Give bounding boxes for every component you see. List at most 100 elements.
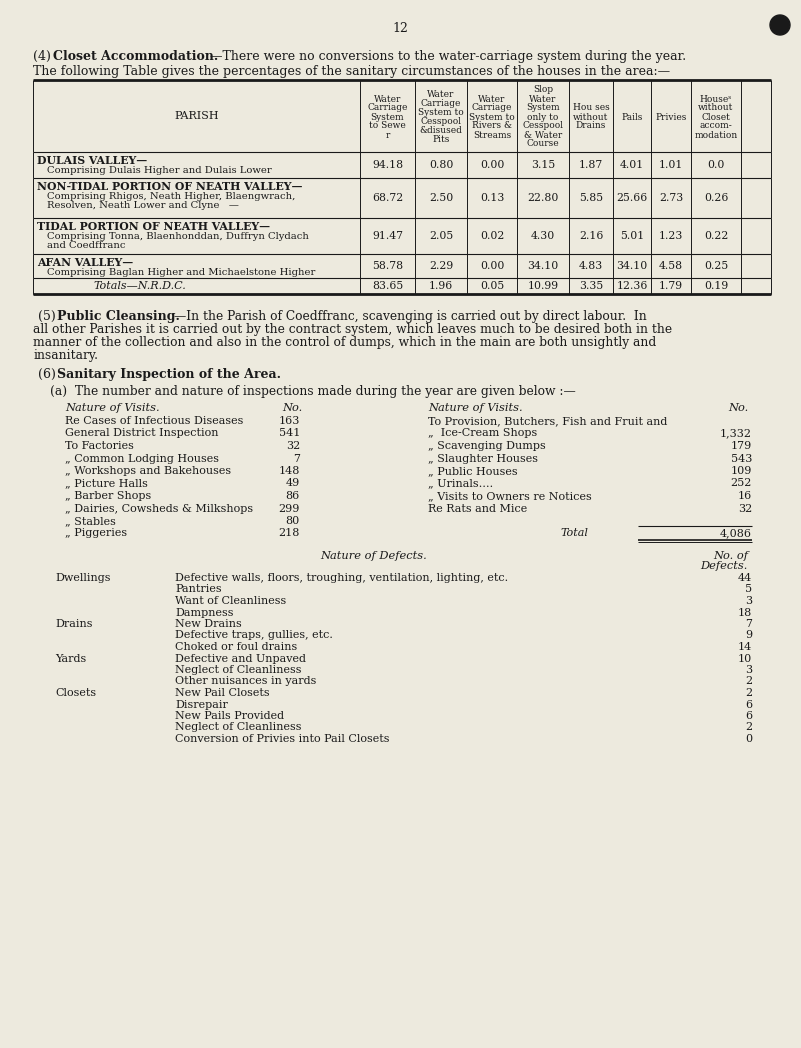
Text: 34.10: 34.10: [527, 261, 558, 271]
Text: Totals—N.R.D.C.: Totals—N.R.D.C.: [93, 281, 186, 291]
Text: 1.01: 1.01: [658, 160, 683, 170]
Text: Rivers &: Rivers &: [472, 122, 512, 131]
Text: 5: 5: [745, 585, 752, 594]
Text: DULAIS VALLEY—: DULAIS VALLEY—: [37, 155, 147, 166]
Text: 1.23: 1.23: [658, 231, 683, 241]
Text: „  Ice-Cream Shops: „ Ice-Cream Shops: [428, 429, 537, 438]
Text: 0: 0: [745, 734, 752, 744]
Text: —In the Parish of Coedffranc, scavenging is carried out by direct labour.  In: —In the Parish of Coedffranc, scavenging…: [174, 310, 646, 323]
Text: Comprising Tonna, Blaenhonddan, Duffryn Clydach: Comprising Tonna, Blaenhonddan, Duffryn …: [47, 232, 309, 241]
Text: 3: 3: [745, 665, 752, 675]
Text: 4.83: 4.83: [579, 261, 603, 271]
Text: 7: 7: [293, 454, 300, 463]
Text: Closet: Closet: [702, 112, 731, 122]
Text: Closets: Closets: [55, 687, 96, 698]
Circle shape: [770, 15, 790, 35]
Text: The following Table gives the percentages of the sanitary circumstances of the h: The following Table gives the percentage…: [33, 65, 670, 78]
Text: Other nuisances in yards: Other nuisances in yards: [175, 677, 316, 686]
Text: 0.00: 0.00: [480, 261, 504, 271]
Text: 80: 80: [286, 516, 300, 526]
Text: „ Barber Shops: „ Barber Shops: [65, 492, 151, 501]
Text: Streams: Streams: [473, 131, 511, 139]
Text: 6: 6: [745, 711, 752, 721]
Text: Comprising Dulais Higher and Dulais Lower: Comprising Dulais Higher and Dulais Lowe…: [47, 166, 272, 175]
Text: Drains: Drains: [55, 619, 92, 629]
Text: 0.26: 0.26: [704, 193, 728, 203]
Text: 0.00: 0.00: [480, 160, 504, 170]
Text: &disused: &disused: [420, 126, 462, 135]
Text: 86: 86: [286, 492, 300, 501]
Text: Yards: Yards: [55, 654, 87, 663]
Text: (5): (5): [38, 310, 60, 323]
Text: No.: No.: [282, 403, 302, 413]
Text: Nature of Visits.: Nature of Visits.: [65, 403, 159, 413]
Text: „ Picture Halls: „ Picture Halls: [65, 479, 148, 488]
Text: To Factories: To Factories: [65, 441, 134, 451]
Text: „ Piggeries: „ Piggeries: [65, 528, 127, 539]
Text: System: System: [526, 104, 560, 112]
Text: „ Slaughter Houses: „ Slaughter Houses: [428, 454, 538, 463]
Text: 0.25: 0.25: [704, 261, 728, 271]
Text: 2: 2: [745, 687, 752, 698]
Text: 0.22: 0.22: [704, 231, 728, 241]
Text: „ Stables: „ Stables: [65, 516, 116, 526]
Text: insanitary.: insanitary.: [33, 349, 98, 362]
Text: Defective and Unpaved: Defective and Unpaved: [175, 654, 306, 663]
Text: „ Scavenging Dumps: „ Scavenging Dumps: [428, 441, 545, 451]
Text: „ Urinals….: „ Urinals….: [428, 479, 493, 488]
Text: Water: Water: [374, 94, 401, 104]
Text: Carriage: Carriage: [472, 104, 512, 112]
Text: 4.30: 4.30: [531, 231, 555, 241]
Text: 218: 218: [279, 528, 300, 539]
Text: New Pails Provided: New Pails Provided: [175, 711, 284, 721]
Text: NON-TIDAL PORTION OF NEATH VALLEY—: NON-TIDAL PORTION OF NEATH VALLEY—: [37, 181, 303, 192]
Text: 1.96: 1.96: [429, 281, 453, 291]
Text: (a)  The number and nature of inspections made during the year are given below :: (a) The number and nature of inspections…: [50, 385, 576, 398]
Text: without: without: [574, 112, 609, 122]
Text: Disrepair: Disrepair: [175, 699, 227, 709]
Text: only to: only to: [527, 112, 558, 122]
Text: Privies: Privies: [655, 112, 686, 122]
Text: New Drains: New Drains: [175, 619, 242, 629]
Text: Water: Water: [478, 94, 505, 104]
Text: No.: No.: [728, 403, 748, 413]
Text: 14: 14: [738, 642, 752, 652]
Text: 0.80: 0.80: [429, 160, 453, 170]
Text: To Provision, Butchers, Fish and Fruit and: To Provision, Butchers, Fish and Fruit a…: [428, 416, 667, 425]
Text: Water: Water: [529, 94, 557, 104]
Text: 3: 3: [745, 596, 752, 606]
Text: 2: 2: [745, 722, 752, 733]
Text: Re Cases of Infectious Diseases: Re Cases of Infectious Diseases: [65, 416, 244, 425]
Text: (6): (6): [38, 368, 60, 381]
Text: Neglect of Cleanliness: Neglect of Cleanliness: [175, 722, 301, 733]
Text: —There were no conversions to the water-carriage system during the year.: —There were no conversions to the water-…: [210, 50, 686, 63]
Text: Public Cleansing.: Public Cleansing.: [57, 310, 180, 323]
Text: 2: 2: [745, 677, 752, 686]
Text: Neglect of Cleanliness: Neglect of Cleanliness: [175, 665, 301, 675]
Text: New Pail Closets: New Pail Closets: [175, 687, 270, 698]
Text: Nature of Defects.: Nature of Defects.: [320, 551, 427, 561]
Text: without: without: [698, 104, 734, 112]
Text: 3.35: 3.35: [579, 281, 603, 291]
Text: TIDAL PORTION OF NEATH VALLEY—: TIDAL PORTION OF NEATH VALLEY—: [37, 221, 270, 232]
Text: 34.10: 34.10: [617, 261, 648, 271]
Text: PARISH: PARISH: [174, 111, 219, 121]
Text: 25.66: 25.66: [617, 193, 648, 203]
Text: manner of the collection and also in the control of dumps, which in the main are: manner of the collection and also in the…: [33, 336, 656, 349]
Text: 4.58: 4.58: [659, 261, 683, 271]
Text: 32: 32: [286, 441, 300, 451]
Text: 3.15: 3.15: [531, 160, 555, 170]
Text: 7: 7: [745, 619, 752, 629]
Text: Want of Cleanliness: Want of Cleanliness: [175, 596, 286, 606]
Text: 9: 9: [745, 631, 752, 640]
Text: System to: System to: [469, 112, 515, 122]
Text: 22.80: 22.80: [527, 193, 558, 203]
Text: 2.05: 2.05: [429, 231, 453, 241]
Text: „ Visits to Owners re Notices: „ Visits to Owners re Notices: [428, 492, 592, 501]
Text: System to: System to: [418, 108, 464, 117]
Text: Dwellings: Dwellings: [55, 573, 111, 583]
Text: 5.85: 5.85: [579, 193, 603, 203]
Text: Defective traps, gullies, etc.: Defective traps, gullies, etc.: [175, 631, 333, 640]
Text: 6: 6: [745, 699, 752, 709]
Text: 0.05: 0.05: [480, 281, 504, 291]
